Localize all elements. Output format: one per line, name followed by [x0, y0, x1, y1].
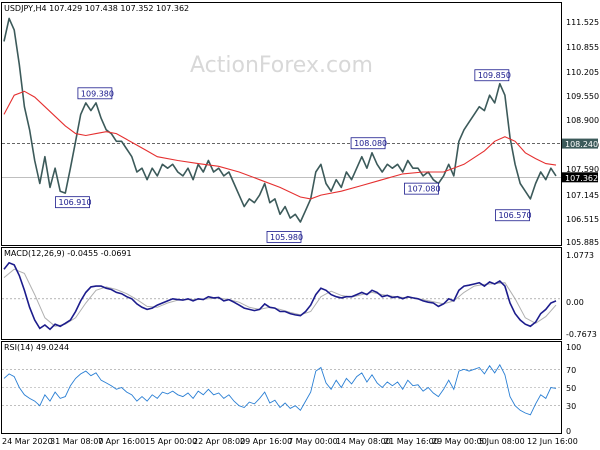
rsi-tick-label: 30	[566, 402, 576, 411]
price-panel-header: USDJPY,H4 107.429 107.438 107.352 107.36…	[4, 4, 189, 13]
annotation-box	[77, 87, 113, 100]
price-tick-label: 110.855	[566, 43, 599, 52]
rsi-tick-label: 0	[566, 427, 571, 436]
annotation-box	[474, 69, 510, 82]
rsi-tick-label: 70	[566, 366, 576, 375]
current-price-tag-label: 107.362	[565, 174, 598, 183]
x-axis-label: 14 May 08:00	[336, 437, 391, 446]
price-tick-label: 106.515	[566, 215, 599, 224]
annotation-box	[350, 137, 386, 150]
x-axis-label: 15 Apr 00:00	[145, 437, 197, 446]
annotation-label: 106.910	[58, 198, 91, 207]
macd-signal-line	[3, 268, 557, 327]
level-tag-box	[562, 138, 598, 149]
annotation-label: 105.980	[270, 233, 303, 242]
x-axis-label: 22 Apr 08:00	[193, 437, 245, 446]
rsi-line	[3, 363, 557, 416]
x-axis-label: 29 Apr 16:00	[240, 437, 292, 446]
x-axis-label: 31 Mar 08:00	[50, 437, 103, 446]
rsi-tick-label: 100	[566, 343, 581, 352]
price-tick-label: 105.885	[566, 238, 599, 247]
annotation-label: 109.380	[81, 89, 114, 98]
x-axis-label: 21 May 16:00	[384, 437, 439, 446]
rsi-panel-frame	[1, 341, 562, 434]
x-axis-label: 29 May 00:00	[432, 437, 487, 446]
macd-panel-header: MACD(12,26,9) -0.0455 -0.0691	[4, 249, 132, 258]
x-axis-label: 7 May 00:00	[288, 437, 338, 446]
macd-panel-frame	[1, 247, 562, 340]
price-tick-label: 108.900	[566, 116, 599, 125]
moving-average-line	[3, 90, 557, 200]
watermark: ActionForex.com	[190, 53, 373, 78]
annotation-box	[55, 196, 90, 209]
price-series-line	[3, 17, 557, 223]
annotation-label: 107.080	[407, 185, 440, 194]
rsi-panel-header: RSI(14) 49.0244	[4, 343, 69, 352]
macd-tick-label: 0.00	[566, 298, 584, 307]
x-axis-label: 12 Jun 16:00	[527, 437, 578, 446]
x-axis-label: 7 Apr 16:00	[98, 437, 145, 446]
annotation-box	[266, 231, 302, 243]
price-tick-label: 110.205	[566, 68, 599, 77]
price-tick-label: 111.525	[566, 18, 599, 27]
annotation-label: 106.570	[498, 211, 531, 220]
chart-marks: 108.240 107.362 109.380 106.910 105.980 108.0…	[2, 17, 598, 416]
annotation-box	[404, 182, 439, 195]
annotation-label: 108.080	[354, 139, 387, 148]
price-tick-label: 107.590	[566, 165, 599, 174]
current-price-tag-box	[562, 172, 598, 183]
price-tick-label: 107.145	[566, 191, 599, 200]
rsi-tick-label: 50	[566, 384, 576, 393]
annotation-label: 109.850	[478, 71, 511, 80]
annotation-box	[495, 209, 530, 222]
macd-line	[3, 261, 557, 331]
level-tag-label: 108.240	[565, 140, 598, 149]
x-axis-label: 24 Mar 2020	[2, 437, 53, 446]
macd-tick-label: -0.7673	[566, 330, 597, 339]
x-axis-label: 5 Jun 08:00	[479, 437, 525, 446]
price-panel-frame	[1, 2, 562, 246]
price-tick-label: 109.550	[566, 92, 599, 101]
macd-tick-label: 1.0773	[566, 251, 594, 260]
